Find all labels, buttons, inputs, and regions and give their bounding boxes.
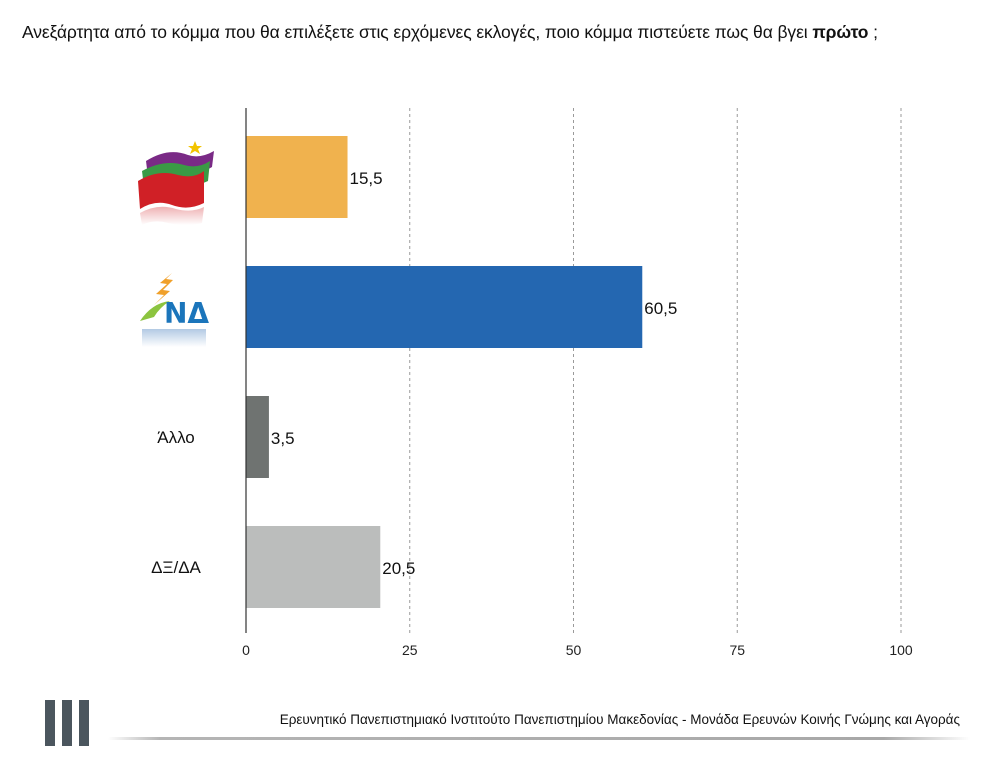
lightning-icon — [154, 273, 173, 305]
bar — [246, 526, 381, 608]
title-question-mark: ; — [873, 22, 878, 42]
grid-lines — [409, 108, 902, 633]
x-tick-labels: 0 25 50 75 100 — [242, 642, 913, 658]
x-tick-label: 75 — [729, 642, 745, 658]
category-label: Άλλο — [157, 428, 195, 447]
category-labels: ΝΔ Άλλο ΔΞ/ΔΑ — [138, 141, 214, 577]
title-text: Ανεξάρτητα από το κόμμα που θα επιλέξετε… — [22, 22, 808, 42]
nd-logo-swoosh — [140, 301, 170, 321]
value-label: 3,5 — [271, 429, 295, 448]
title-bold-word: πρώτο — [812, 22, 869, 42]
nd-logo: ΝΔ — [140, 273, 209, 347]
nd-logo-reflection — [142, 329, 206, 347]
category-label: ΔΞ/ΔΑ — [151, 558, 201, 577]
x-tick-label: 50 — [566, 642, 582, 658]
bar — [246, 136, 348, 218]
bar-chart: 0 25 50 75 100 15,5 60,5 3,5 20,5 ΝΔ Άλλο ΔΞ/ΔΑ — [138, 108, 913, 658]
syriza-logo — [138, 141, 214, 225]
chart-title: Ανεξάρτητα από το κόμμα που θα επιλέξετε… — [22, 22, 997, 43]
nd-logo-text: ΝΔ — [164, 297, 209, 330]
x-tick-label: 100 — [889, 642, 913, 658]
footer: Ερευνητικό Πανεπιστημιακό Ινστιτούτο Παν… — [0, 690, 1007, 757]
value-labels: 15,5 60,5 3,5 20,5 — [271, 169, 677, 578]
bars-group — [246, 136, 643, 608]
syriza-flag-red — [138, 171, 204, 209]
x-tick-label: 25 — [402, 642, 418, 658]
footer-text: Ερευνητικό Πανεπιστημιακό Ινστιτούτο Παν… — [279, 712, 960, 727]
bar — [246, 266, 643, 348]
x-tick-label: 0 — [242, 642, 250, 658]
institute-logo — [45, 700, 91, 746]
value-label: 15,5 — [350, 169, 383, 188]
syriza-logo-reflection — [140, 206, 204, 225]
bar — [246, 396, 269, 478]
value-label: 60,5 — [644, 299, 677, 318]
value-label: 20,5 — [382, 559, 415, 578]
footer-divider — [108, 737, 970, 740]
star-icon — [188, 141, 202, 154]
